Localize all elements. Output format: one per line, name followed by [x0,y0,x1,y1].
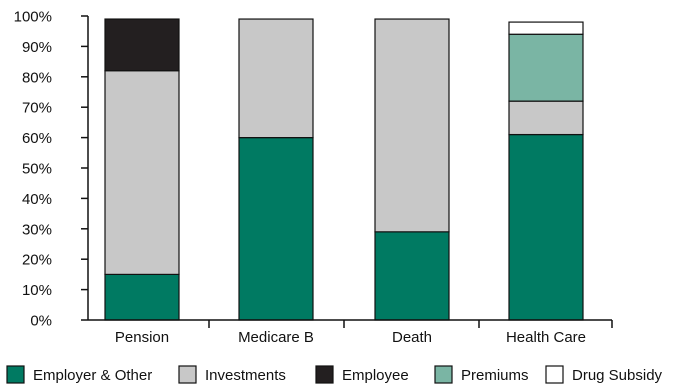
y-tick-label: 60% [22,130,52,147]
y-tick-label: 70% [22,100,52,117]
legend-swatch-employee [315,365,334,384]
legend-label-investments: Investments [205,367,286,384]
bar-segment-death-investments [374,18,450,233]
legend-swatch-drug-subsidy [545,365,564,384]
legend: Employer & Other Investments Employee Premi… [6,365,663,384]
y-tick-label: 30% [22,221,52,238]
x-category-label: Death [392,329,432,346]
bar-segment-medicare-b-employer-other [238,137,314,321]
y-tick-label: 90% [22,39,52,56]
ticks-layer: 0% 10% 20% 30% 40% 50% 60% 70% 80% 90% 100% Pension… [14,9,586,347]
bar-segment-death-employer-other [374,231,450,321]
bar-segment-medicare-b-investments [238,18,314,139]
legend-label-drug-subsidy: Drug Subsidy [572,367,663,384]
legend-label-employee: Employee [342,367,409,384]
legend-swatch-investments [178,365,197,384]
bar-segment-pension-employer-other [104,273,180,321]
bar-segment-health-care-drug-subsidy [508,21,584,35]
y-tick-label: 50% [22,161,52,178]
y-tick-label: 20% [22,252,52,269]
y-tick-label: 100% [14,9,52,26]
y-tick-label: 80% [22,69,52,86]
x-category-label: Pension [115,329,169,346]
y-tick-label: 40% [22,191,52,208]
y-tick-label: 10% [22,282,52,299]
bar-segment-health-care-employer-other [508,133,584,321]
legend-swatch-premiums [434,365,453,384]
y-tick-label: 0% [30,313,52,330]
legend-label-premiums: Premiums [461,367,529,384]
bars-layer [104,18,584,321]
legend-label-employer-other: Employer & Other [33,367,152,384]
bar-segment-pension-investments [104,70,180,275]
legend-swatch-employer-other [6,365,25,384]
bar-segment-health-care-investments [508,100,584,136]
bar-segment-pension-employee [104,18,180,72]
axes-layer [81,15,613,328]
x-category-label: Medicare B [238,329,314,346]
bar-segment-health-care-premiums [508,33,584,102]
x-category-label: Health Care [506,329,586,346]
